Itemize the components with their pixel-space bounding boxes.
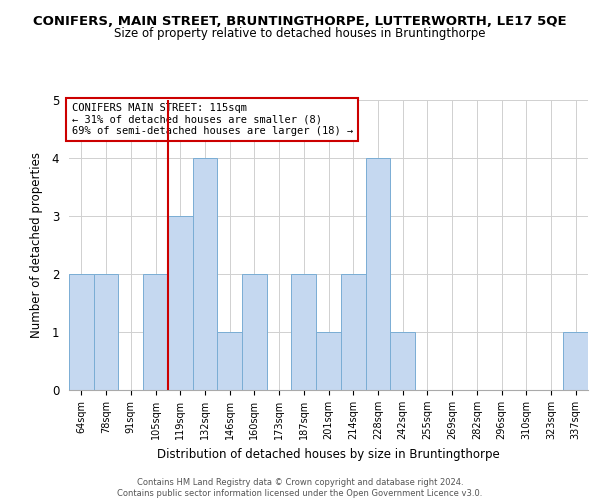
Bar <box>242 274 267 390</box>
Bar <box>390 332 415 390</box>
Bar <box>193 158 217 390</box>
Bar <box>217 332 242 390</box>
Bar <box>168 216 193 390</box>
Bar <box>69 274 94 390</box>
X-axis label: Distribution of detached houses by size in Bruntingthorpe: Distribution of detached houses by size … <box>157 448 500 460</box>
Bar <box>563 332 588 390</box>
Text: Contains HM Land Registry data © Crown copyright and database right 2024.
Contai: Contains HM Land Registry data © Crown c… <box>118 478 482 498</box>
Bar <box>341 274 365 390</box>
Y-axis label: Number of detached properties: Number of detached properties <box>31 152 43 338</box>
Bar <box>292 274 316 390</box>
Bar <box>316 332 341 390</box>
Bar <box>365 158 390 390</box>
Bar <box>143 274 168 390</box>
Text: Size of property relative to detached houses in Bruntingthorpe: Size of property relative to detached ho… <box>114 28 486 40</box>
Bar <box>94 274 118 390</box>
Text: CONIFERS, MAIN STREET, BRUNTINGTHORPE, LUTTERWORTH, LE17 5QE: CONIFERS, MAIN STREET, BRUNTINGTHORPE, L… <box>33 15 567 28</box>
Text: CONIFERS MAIN STREET: 115sqm
← 31% of detached houses are smaller (8)
69% of sem: CONIFERS MAIN STREET: 115sqm ← 31% of de… <box>71 103 353 136</box>
